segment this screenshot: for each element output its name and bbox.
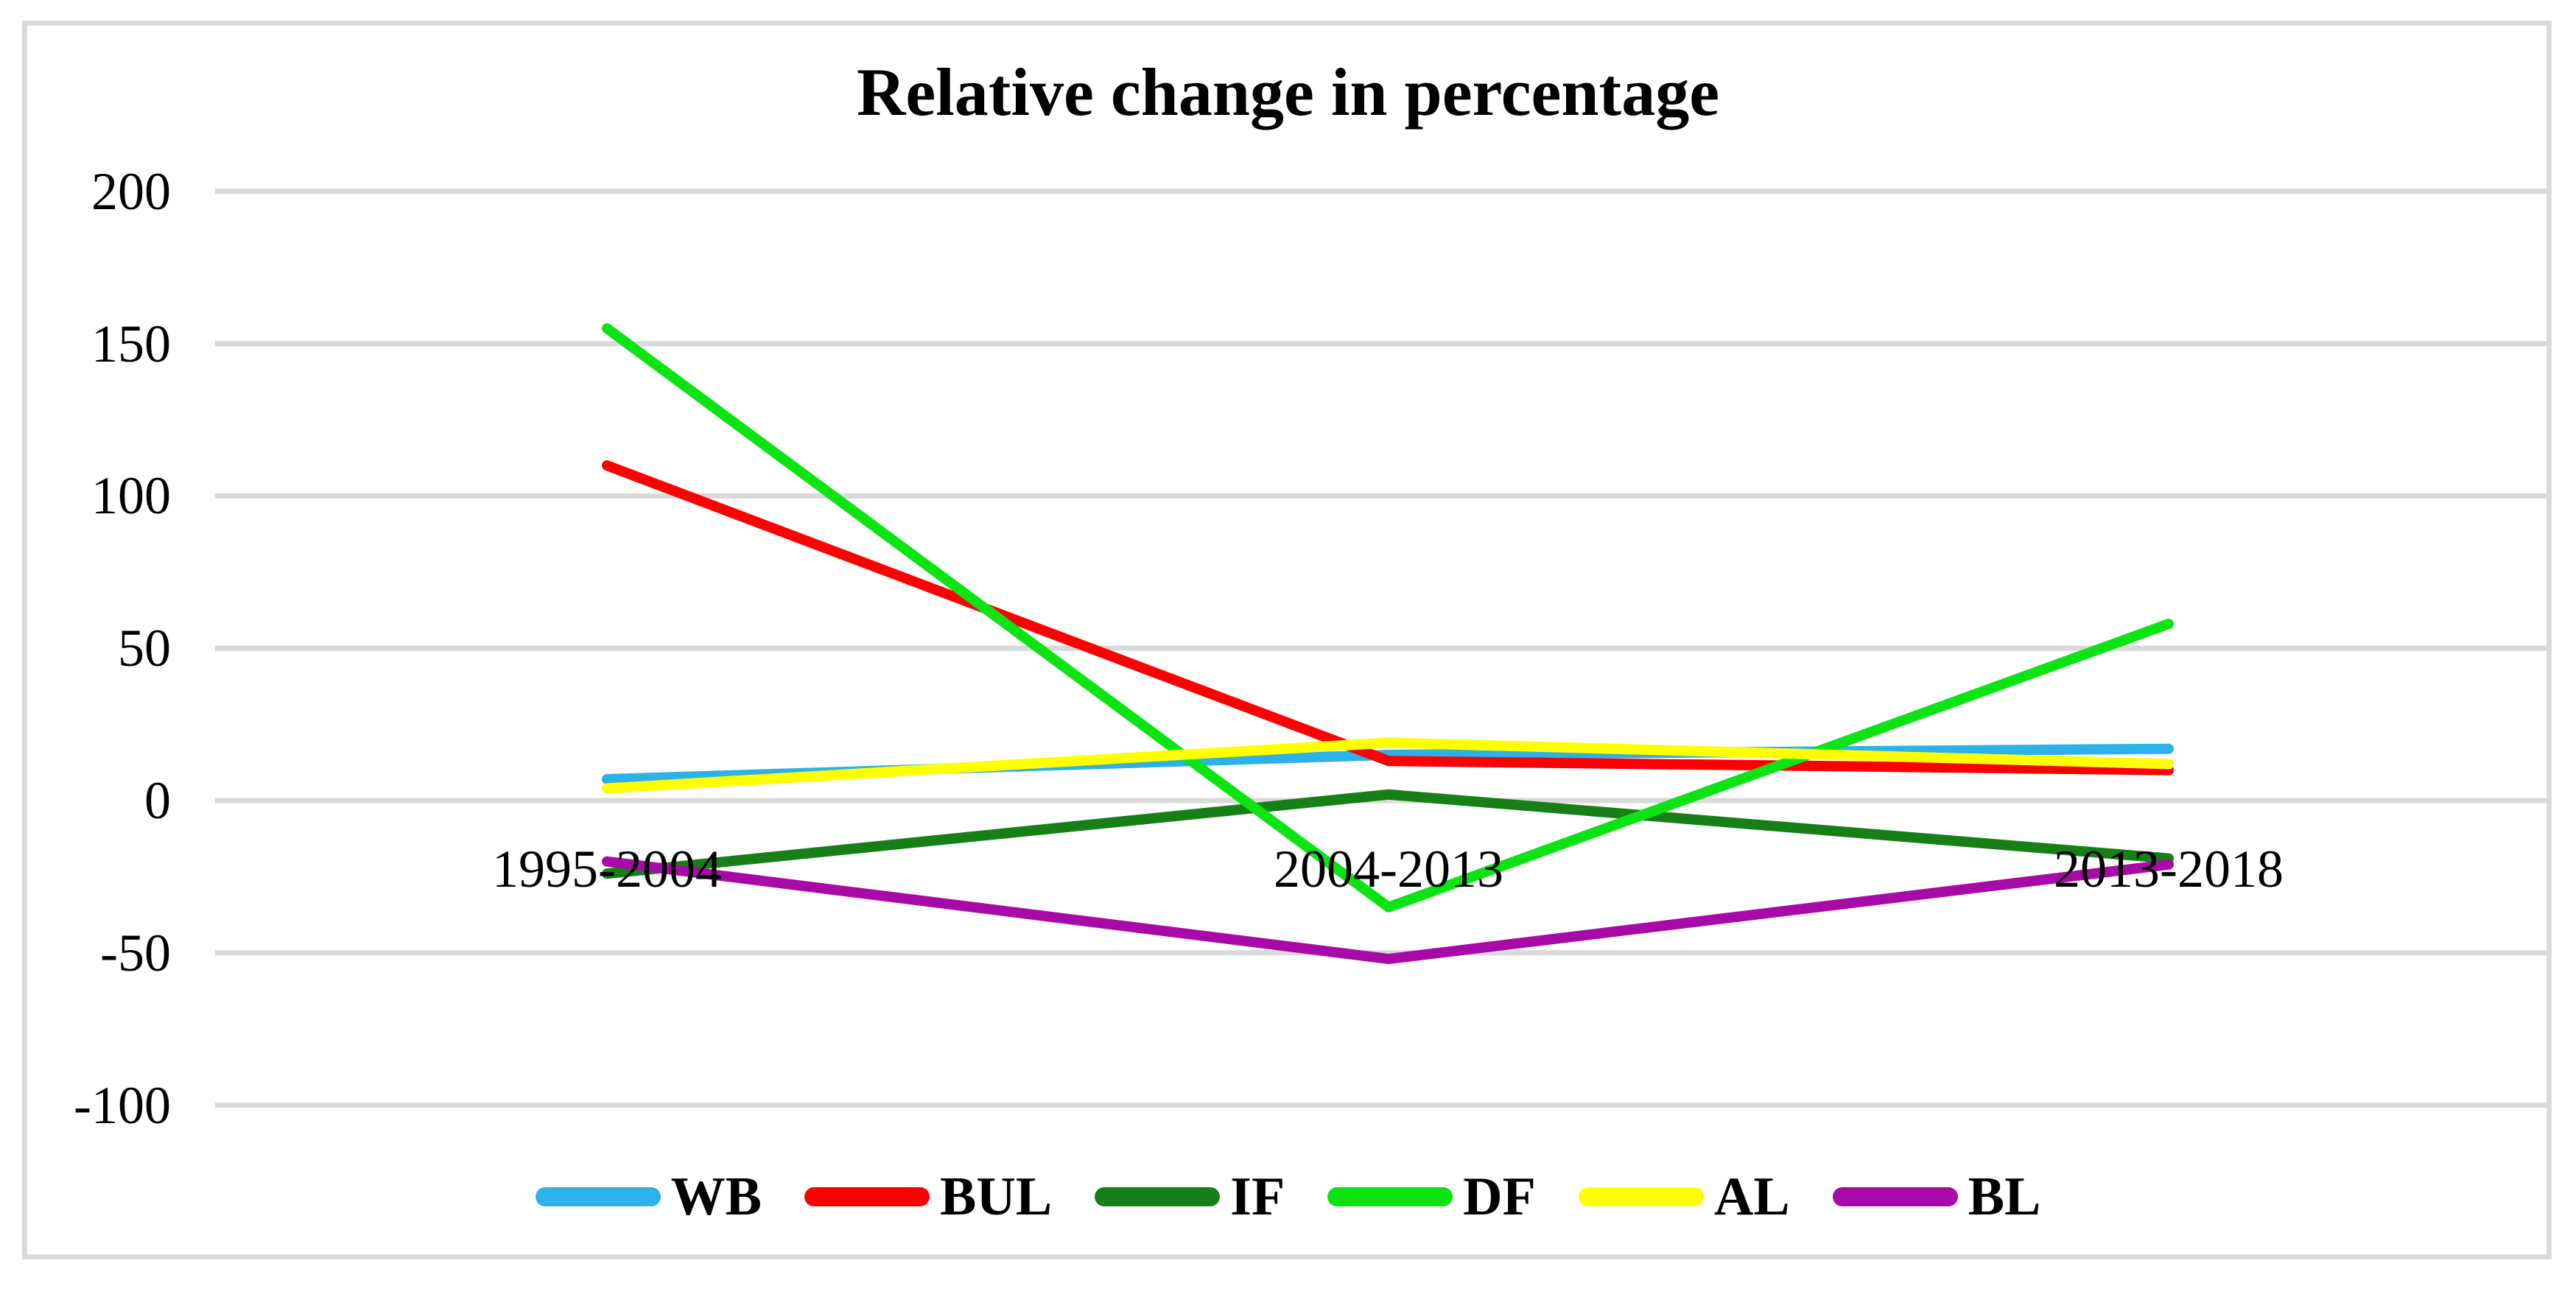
series-line-AL (602, 737, 2174, 794)
legend-label-DF: DF (1463, 1167, 1536, 1227)
legend-item-BL: BL (1832, 1167, 2041, 1227)
series-line-DF (602, 323, 2174, 913)
y-tick-label--100: -100 (74, 1075, 171, 1135)
legend-label-BL: BL (1968, 1167, 2041, 1227)
chart-frame-border (22, 21, 2552, 1259)
legend-swatch-AL (1578, 1187, 1704, 1206)
x-category-label-2013-2018: 2013-2018 (2054, 840, 2284, 899)
legend-item-DF: DF (1327, 1167, 1536, 1226)
y-tick-label-0: 0 (144, 771, 171, 830)
legend-item-AL: AL (1578, 1167, 1790, 1227)
y-tick-label-50: 50 (118, 619, 171, 678)
legend-swatch-DF (1327, 1187, 1453, 1206)
legend-swatch-BUL (804, 1187, 930, 1206)
y-tick-label-200: 200 (91, 161, 171, 221)
legend-swatch-BL (1832, 1187, 1958, 1206)
legend-label-WB: WB (670, 1167, 762, 1227)
y-tick-label-150: 150 (91, 314, 171, 373)
legend-label-AL: AL (1713, 1167, 1790, 1227)
legend-swatch-WB (535, 1187, 661, 1206)
legend-item-BUL: BUL (804, 1167, 1052, 1226)
x-category-label-2004-2013: 2004-2013 (1274, 840, 1503, 899)
y-tick-label--50: -50 (100, 923, 171, 982)
legend-label-IF: IF (1230, 1167, 1285, 1227)
legend-item-IF: IF (1095, 1167, 1285, 1226)
x-category-label-1995-2004: 1995-2004 (492, 840, 722, 899)
y-tick-label-100: 100 (91, 466, 171, 526)
legend-item-WB: WB (535, 1167, 762, 1227)
legend-swatch-IF (1095, 1187, 1221, 1206)
legend-label-BUL: BUL (940, 1167, 1053, 1227)
series-line-IF (602, 789, 2174, 879)
chart-title: Relative change in percentage (856, 54, 1720, 130)
series-line-BL (602, 856, 2174, 965)
legend: WB BUL IF DF AL BL (0, 1167, 2576, 1226)
series-line-BUL (602, 460, 2174, 776)
